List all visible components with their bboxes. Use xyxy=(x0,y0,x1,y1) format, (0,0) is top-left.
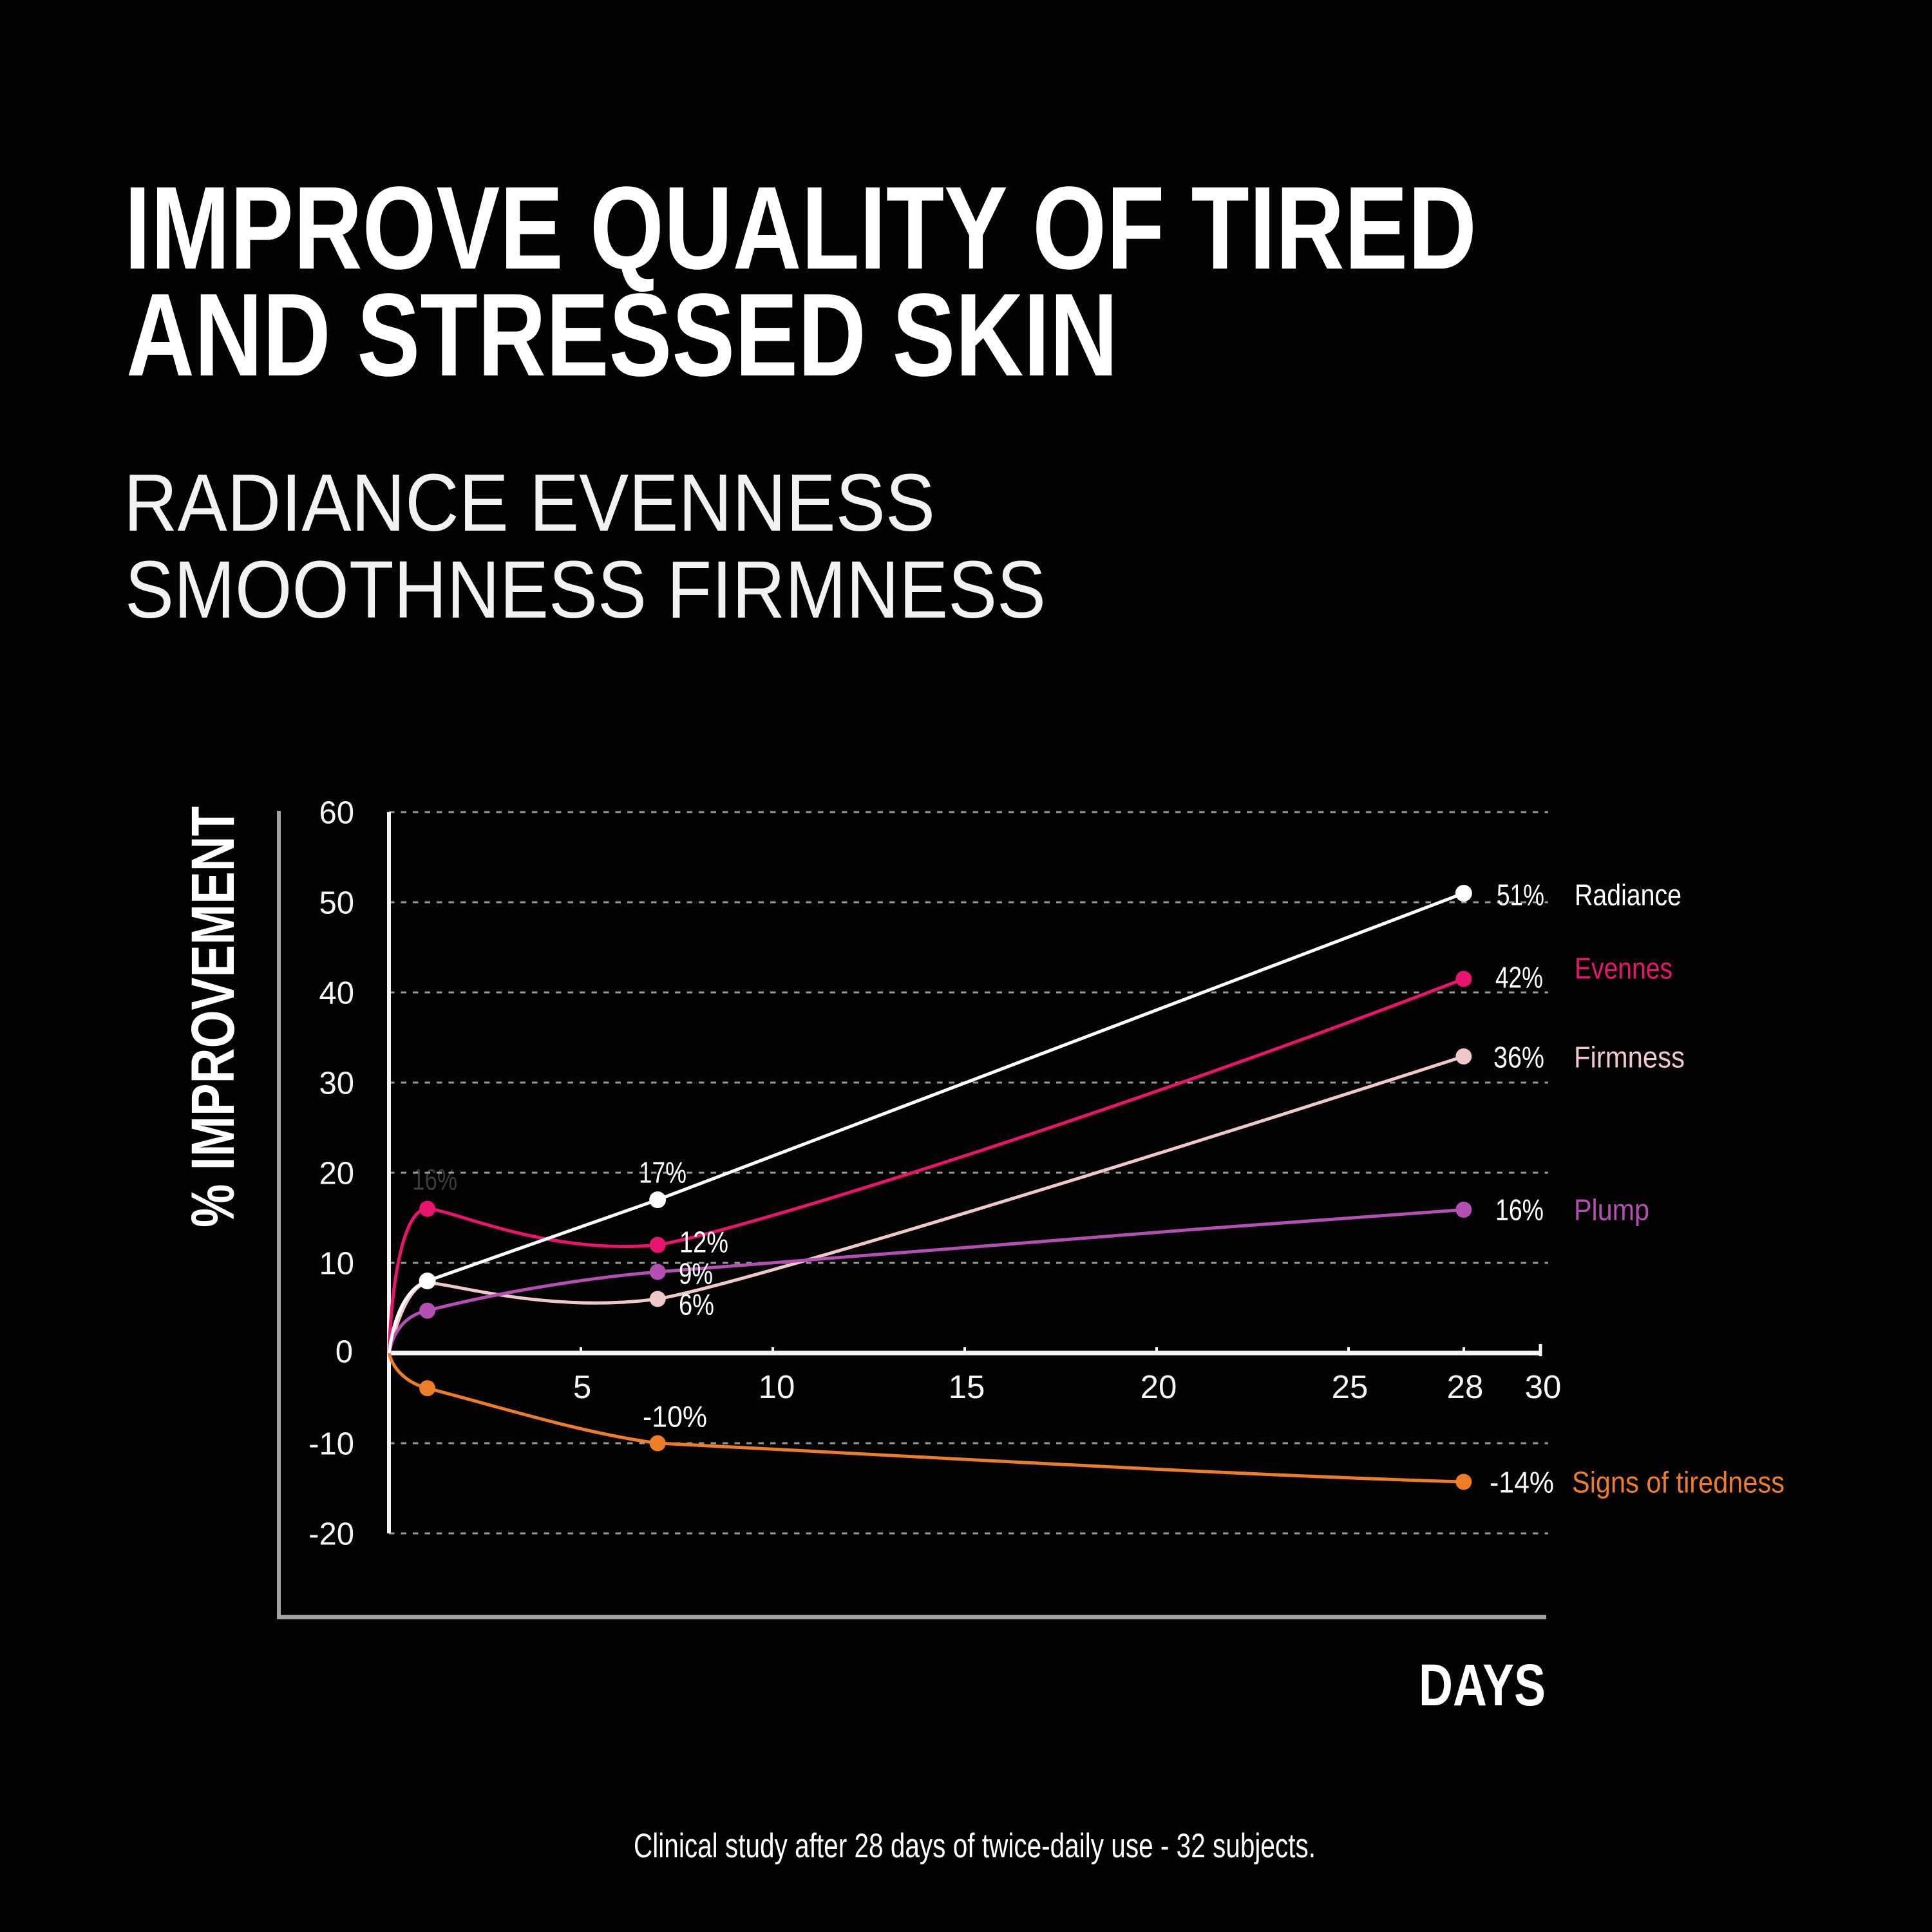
svg-text:51%: 51% xyxy=(1497,878,1544,912)
svg-text:12%: 12% xyxy=(679,1226,728,1259)
svg-text:20: 20 xyxy=(319,1157,354,1191)
svg-text:28: 28 xyxy=(1447,1368,1484,1405)
svg-text:0: 0 xyxy=(336,1335,353,1370)
svg-text:6%: 6% xyxy=(679,1288,714,1321)
svg-text:5: 5 xyxy=(573,1368,591,1405)
svg-text:42%: 42% xyxy=(1495,961,1543,994)
svg-text:AND STRESSED SKIN: AND STRESSED SKIN xyxy=(126,269,1118,401)
svg-text:DAYS: DAYS xyxy=(1419,1653,1546,1718)
svg-text:36%: 36% xyxy=(1493,1041,1544,1074)
svg-text:30: 30 xyxy=(1525,1368,1562,1405)
svg-text:10: 10 xyxy=(759,1368,795,1405)
svg-text:RADIANCE EVENNESS: RADIANCE EVENNESS xyxy=(124,457,935,548)
svg-text:9%: 9% xyxy=(679,1257,713,1291)
svg-text:60: 60 xyxy=(319,796,354,831)
svg-text:30: 30 xyxy=(319,1066,354,1101)
svg-text:Clinical study after 28 days o: Clinical study after 28 days of twice-da… xyxy=(634,1827,1316,1865)
svg-text:-10: -10 xyxy=(308,1427,354,1462)
svg-text:% IMPROVEMENT: % IMPROVEMENT xyxy=(179,806,247,1227)
svg-text:Plump: Plump xyxy=(1574,1193,1649,1227)
svg-text:-10%: -10% xyxy=(643,1400,707,1434)
svg-text:50: 50 xyxy=(319,886,354,921)
svg-text:-20: -20 xyxy=(308,1517,354,1552)
svg-text:16%: 16% xyxy=(1495,1193,1544,1227)
svg-text:17%: 17% xyxy=(639,1156,687,1189)
svg-text:15: 15 xyxy=(949,1368,985,1405)
svg-text:16%: 16% xyxy=(412,1163,457,1197)
svg-text:IMPROVE QUALITY OF TIRED: IMPROVE QUALITY OF TIRED xyxy=(124,162,1477,294)
svg-text:-14%: -14% xyxy=(1490,1466,1554,1499)
svg-text:Firmness: Firmness xyxy=(1574,1041,1685,1074)
svg-text:40: 40 xyxy=(319,976,354,1011)
svg-text:25: 25 xyxy=(1332,1368,1368,1405)
svg-text:Signs of tiredness: Signs of tiredness xyxy=(1572,1466,1785,1499)
svg-text:10: 10 xyxy=(319,1247,354,1282)
svg-text:Evennes: Evennes xyxy=(1575,952,1672,985)
svg-text:Radiance: Radiance xyxy=(1575,878,1681,912)
svg-text:20: 20 xyxy=(1141,1368,1177,1405)
svg-text:SMOOTHNESS FIRMNESS: SMOOTHNESS FIRMNESS xyxy=(125,544,1046,635)
